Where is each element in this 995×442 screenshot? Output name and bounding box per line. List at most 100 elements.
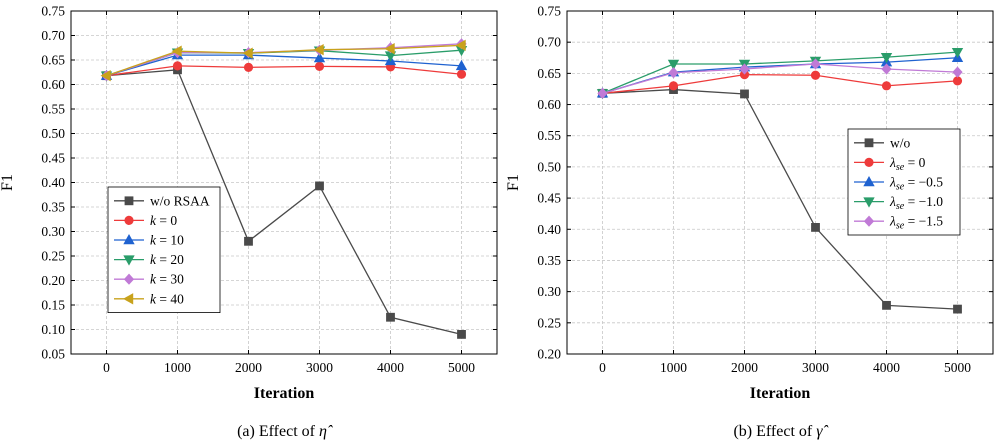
legend-marker [123,255,135,266]
y-tick-label: 0.20 [537,347,561,362]
y-tick-label: 0.50 [41,126,65,141]
data-point [951,47,964,59]
x-tick-label: 4000 [377,360,404,375]
series-line [106,44,462,77]
legend-marker [863,197,875,208]
data-point [384,43,395,55]
y-tick-label: 0.60 [537,97,561,112]
y-tick-label: 0.30 [41,224,65,239]
x-tick-label: 5000 [448,360,475,375]
x-tick-label: 0 [599,360,606,375]
data-point [667,59,680,71]
legend-marker [123,233,135,245]
data-point [881,63,892,75]
data-point [386,312,395,322]
legend-marker [863,175,875,187]
x-tick-label: 3000 [802,360,829,375]
data-point [597,87,608,99]
legend-marker [863,215,875,227]
x-tick-label: 1000 [164,360,191,375]
data-point [881,81,892,91]
data-point [810,70,821,80]
data-point [315,181,324,191]
legend-marker [122,293,134,305]
legend-marker [864,138,874,148]
data-point [668,81,679,91]
data-point [740,89,749,99]
y-tick-label: 0.75 [41,4,65,19]
y-tick-label: 0.20 [41,273,65,288]
legend-label-0: w/o [890,135,911,150]
data-point [810,58,821,70]
legend-marker [123,273,135,285]
data-point [880,52,893,64]
legend-label-2: λse = −0.5 [889,175,943,193]
series-4 [597,58,963,99]
legend-label-1: k = 0 [150,213,177,228]
legend-label-0: w/o RSAA [150,193,210,208]
y-tick-label: 0.70 [41,28,65,43]
data-point [457,329,466,339]
y-tick-label: 0.75 [537,4,561,19]
y-tick-label: 0.10 [41,322,65,337]
y-tick-label: 0.60 [41,77,65,92]
legend-label-4: λse = −1.5 [889,214,943,232]
data-point [244,236,253,246]
y-tick-label: 0.50 [537,159,561,174]
data-point [952,66,963,78]
y-tick-label: 0.45 [41,151,65,166]
data-point [314,61,325,71]
y-tick-label: 0.70 [537,35,561,50]
y-tick-label: 0.30 [537,284,561,299]
y-tick-label: 0.55 [41,102,65,117]
y-tick-label: 0.05 [41,347,65,362]
series-line [602,63,958,94]
data-point [172,61,183,71]
chart-panel-b: 0.20 0.25 0.30 0.35 0.40 0.45 0.50 0.55 0.60 0.65… [505,4,994,440]
legend-label-2: k = 10 [150,233,184,248]
legend: w/o RSAA k = 0 k = 10 k = 20 k = 30 k = 40 [107,186,221,313]
legend-marker [124,215,134,225]
data-point [243,62,254,72]
series-line [602,51,958,94]
series-1 [101,61,467,81]
data-point [668,67,679,79]
data-point [811,223,820,232]
x-tick-label: 1000 [660,360,687,375]
legend-marker [864,157,874,167]
x-tick-label: 4000 [873,360,900,375]
y-tick-label: 0.15 [41,298,65,313]
data-point [455,59,468,71]
data-point [739,63,750,75]
data-point [455,39,466,51]
legend-label-1: λse = 0 [889,155,926,173]
legend-label-5: k = 40 [150,291,184,306]
figure-caption: (a) Effect of η̂ [237,423,333,440]
y-tick-label: 0.25 [537,315,561,330]
y-tick-label: 0.65 [41,53,65,68]
data-point [242,47,253,59]
data-point [953,304,962,314]
y-tick-label: 0.35 [537,253,561,268]
y-tick-label: 0.35 [41,200,65,215]
data-point [100,70,111,82]
x-tick-label: 5000 [944,360,971,375]
data-point [313,44,324,56]
x-tick-label: 2000 [235,360,262,375]
y-tick-label: 0.40 [537,222,561,237]
y-tick-label: 0.40 [41,175,65,190]
x-axis-label: Iteration [750,385,811,402]
series-line [602,88,958,310]
series-line [106,69,462,336]
data-point [952,76,963,86]
figure-caption: (b) Effect of γ̂ [733,423,828,440]
series-1 [597,70,963,98]
x-tick-label: 3000 [306,360,333,375]
legend-box [107,186,221,313]
series-line [106,65,462,77]
series-line [106,54,462,77]
legend-label-4: k = 30 [150,272,184,287]
data-point [171,45,182,57]
